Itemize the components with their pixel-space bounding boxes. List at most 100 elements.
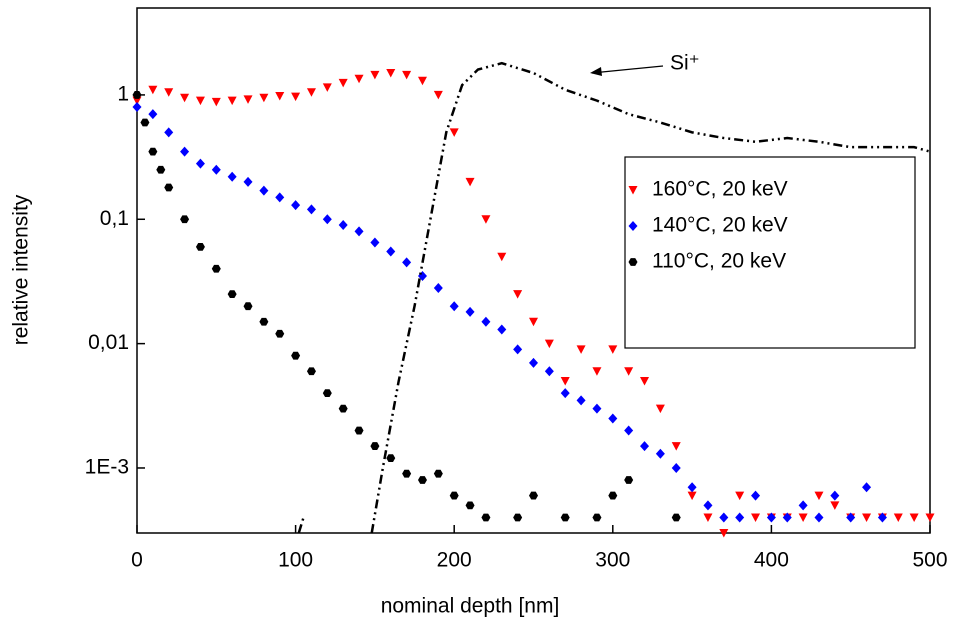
point bbox=[132, 101, 142, 112]
point bbox=[766, 512, 776, 523]
point bbox=[608, 491, 618, 500]
point bbox=[624, 476, 634, 484]
point bbox=[180, 215, 190, 224]
point bbox=[687, 491, 697, 501]
point bbox=[814, 491, 824, 501]
point bbox=[402, 469, 412, 478]
point bbox=[560, 513, 570, 522]
legend-label: 140°C, 20 keV bbox=[652, 214, 788, 237]
point bbox=[259, 185, 269, 196]
point bbox=[449, 491, 459, 500]
point bbox=[140, 118, 150, 127]
point bbox=[306, 88, 316, 97]
point bbox=[481, 513, 491, 522]
point bbox=[291, 92, 301, 102]
point bbox=[164, 127, 174, 138]
point bbox=[164, 88, 174, 97]
point bbox=[211, 97, 221, 107]
point bbox=[148, 85, 158, 95]
point bbox=[909, 513, 919, 522]
point bbox=[402, 70, 412, 80]
point bbox=[259, 93, 269, 103]
point bbox=[830, 501, 840, 510]
point bbox=[544, 366, 554, 377]
point bbox=[195, 96, 205, 106]
plot-frame bbox=[136, 7, 931, 534]
point bbox=[291, 351, 301, 360]
point bbox=[227, 171, 237, 182]
point bbox=[417, 76, 427, 86]
point bbox=[719, 512, 729, 523]
point bbox=[608, 345, 618, 354]
point bbox=[751, 513, 761, 522]
point bbox=[386, 454, 396, 463]
x-tick-label: 100 bbox=[278, 549, 313, 572]
point bbox=[433, 283, 443, 294]
y-tick-label: 1E-3 bbox=[85, 456, 129, 479]
point bbox=[513, 290, 523, 299]
point bbox=[576, 345, 586, 354]
point bbox=[243, 95, 253, 104]
point bbox=[830, 490, 840, 501]
point bbox=[529, 357, 538, 368]
y-tick-label: 1 bbox=[117, 82, 129, 105]
point bbox=[148, 147, 158, 156]
point bbox=[433, 90, 443, 100]
point bbox=[703, 513, 713, 522]
point bbox=[544, 339, 554, 349]
point bbox=[719, 529, 729, 538]
legend-marker bbox=[628, 221, 638, 231]
point bbox=[671, 462, 681, 473]
point bbox=[417, 476, 427, 484]
point bbox=[402, 257, 412, 268]
y-tick-label: 0,1 bbox=[100, 207, 129, 230]
point bbox=[211, 264, 221, 273]
x-tick-label: 500 bbox=[912, 549, 947, 572]
point bbox=[322, 214, 332, 225]
point bbox=[243, 176, 253, 187]
point bbox=[386, 69, 396, 78]
point bbox=[640, 441, 650, 452]
point bbox=[735, 491, 745, 501]
point bbox=[195, 158, 205, 169]
point bbox=[227, 290, 237, 299]
point bbox=[513, 344, 523, 355]
x-tick-label: 0 bbox=[131, 549, 143, 572]
point bbox=[671, 442, 681, 451]
point bbox=[148, 109, 158, 120]
point bbox=[275, 192, 285, 203]
point bbox=[370, 70, 380, 80]
point bbox=[529, 317, 538, 327]
point bbox=[893, 513, 903, 522]
y-tick-label: 0,01 bbox=[88, 331, 129, 354]
point bbox=[465, 501, 475, 510]
point bbox=[322, 83, 332, 92]
legend-box bbox=[624, 156, 916, 349]
point bbox=[275, 329, 285, 338]
point bbox=[846, 512, 856, 523]
point bbox=[354, 74, 364, 84]
point bbox=[624, 367, 634, 376]
x-tick-label: 300 bbox=[595, 549, 630, 572]
point bbox=[735, 512, 745, 523]
point bbox=[338, 219, 348, 230]
point bbox=[164, 183, 174, 192]
point bbox=[529, 491, 538, 500]
point bbox=[180, 93, 190, 103]
x-tick-label: 200 bbox=[437, 549, 472, 572]
point bbox=[275, 92, 285, 101]
point bbox=[624, 425, 634, 436]
point bbox=[227, 96, 237, 106]
point bbox=[751, 490, 761, 501]
point bbox=[433, 469, 443, 478]
point bbox=[449, 301, 459, 312]
point bbox=[592, 513, 602, 522]
point bbox=[798, 500, 808, 511]
point bbox=[497, 252, 507, 262]
point bbox=[354, 426, 364, 435]
point bbox=[862, 513, 872, 522]
point bbox=[576, 395, 586, 406]
point bbox=[322, 389, 332, 398]
